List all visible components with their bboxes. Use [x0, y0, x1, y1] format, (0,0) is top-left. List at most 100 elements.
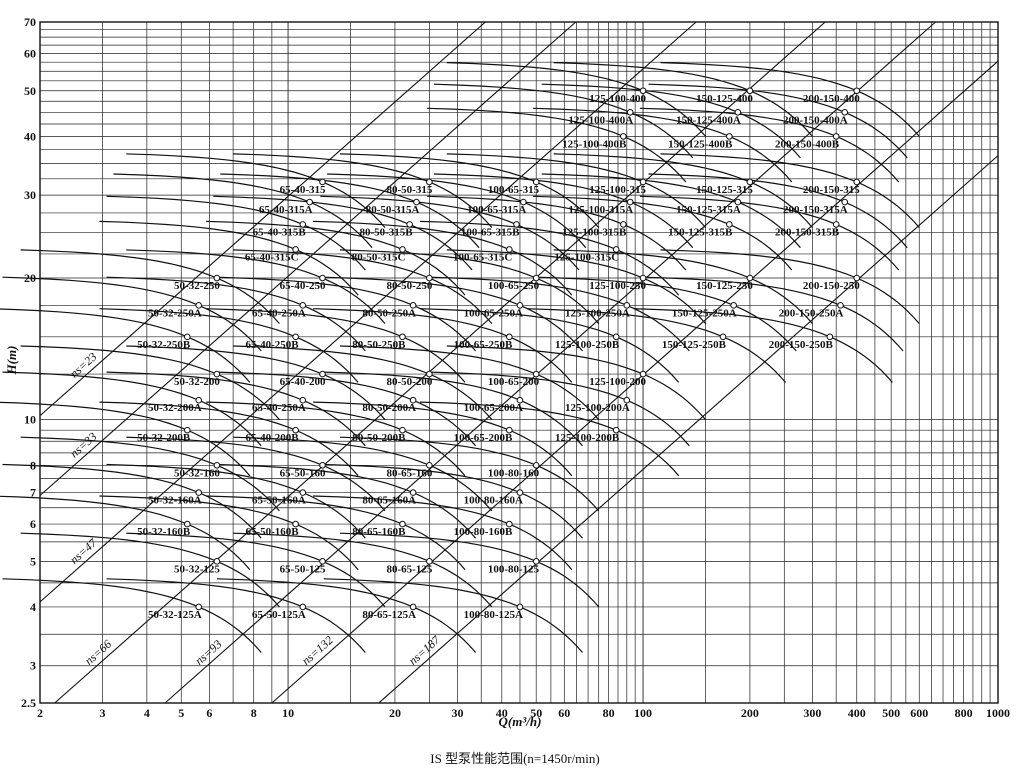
pump-model-label: 200-150-315 [803, 184, 860, 196]
performance-curve [446, 153, 707, 228]
pump-model-label: 80-65-160A [362, 495, 416, 507]
x-tick-label: 20 [389, 706, 401, 720]
y-tick-label: 30 [24, 188, 36, 202]
rated-point-marker [299, 396, 307, 404]
ns-line [378, 155, 999, 704]
performance-curve [206, 220, 466, 296]
performance-curve [446, 62, 707, 137]
pump-model-label: 50-32-200A [148, 402, 202, 414]
performance-curve [419, 220, 680, 296]
pump-model-label: 150-125-315 [696, 184, 753, 196]
performance-curve [633, 308, 893, 383]
pump-model-label: 100-65-250 [488, 280, 540, 292]
performance-curve [433, 173, 694, 249]
pump-model-label: 80-65-160B [352, 526, 406, 538]
pump-model-label: 100-80-160 [488, 467, 540, 479]
y-tick-label: 10 [24, 413, 36, 427]
rated-point-marker [299, 302, 307, 309]
x-tick-label: 5 [178, 706, 184, 720]
performance-curve [206, 401, 466, 477]
pump-model-label: 150-125-250A [672, 307, 737, 319]
rated-point-marker [612, 333, 620, 341]
performance-curve [126, 532, 386, 608]
performance-curve [106, 578, 366, 653]
rated-point-marker [506, 333, 513, 341]
rated-point-marker [195, 489, 203, 496]
pump-model-label: 80-50-315B [359, 226, 413, 238]
pump-model-label: 200-150-250 [803, 280, 860, 292]
pump-model-label: 150-125-315B [668, 226, 733, 238]
performance-curve [126, 249, 386, 324]
rated-point-marker [406, 221, 413, 228]
rated-point-marker [746, 274, 754, 282]
pump-model-label: 100-80-125 [488, 563, 540, 575]
pump-model-label: 80-50-250A [362, 307, 416, 319]
rated-point-marker [409, 396, 417, 404]
pump-model-label: 200-150-400B [775, 138, 840, 150]
pump-model-label: 50-32-125 [174, 563, 220, 575]
pump-model-label: 150-125-400 [696, 93, 753, 105]
pump-model-label: 50-32-200B [137, 432, 191, 444]
y-tick-label: 4 [30, 600, 36, 614]
performance-curve [660, 249, 920, 325]
performance-curve [644, 276, 904, 352]
performance-curve [446, 345, 707, 421]
performance-curve [220, 173, 480, 249]
performance-curve [106, 463, 366, 539]
performance-curve [537, 276, 797, 352]
performance-curve [99, 308, 359, 383]
pump-model-label: 200-150-315B [775, 226, 840, 238]
rated-point-marker [426, 178, 433, 186]
pump-model-label: 65-40-315 [280, 184, 326, 196]
pump-model-label: 50-32-250 [174, 280, 220, 292]
performance-curve [553, 249, 813, 324]
pump-model-label: 125-100-315C [554, 251, 619, 263]
ns-line [54, 21, 826, 704]
performance-curve [553, 153, 813, 228]
pump-model-label: 125-100-400A [568, 114, 633, 126]
performance-curve [427, 195, 687, 271]
rated-point-marker [853, 178, 861, 186]
rated-point-marker [319, 370, 326, 378]
rated-point-marker [746, 178, 754, 186]
pump-model-label: 65-40-250A [252, 402, 306, 414]
performance-curve [216, 578, 477, 653]
pump-model-label: 200-150-250A [779, 307, 844, 319]
rated-point-marker [319, 274, 326, 282]
x-tick-label: 6 [206, 706, 212, 720]
rated-point-marker [183, 520, 191, 528]
performance-curve [339, 345, 600, 421]
x-tick-label: 80 [603, 706, 615, 720]
rated-point-marker [409, 603, 417, 611]
rated-point-marker [623, 302, 631, 309]
pump-model-label: 50-32-160 [174, 467, 220, 479]
x-tick-label: 40 [496, 706, 508, 720]
rated-point-marker [532, 370, 540, 378]
y-tick-label: 7 [30, 486, 36, 500]
pump-model-label: 125-100-400B [562, 138, 627, 150]
performance-curve [126, 345, 386, 421]
pump-model-label: 125-100-200 [589, 376, 646, 388]
x-tick-label: 800 [955, 706, 973, 720]
pump-model-label: 100-65-315C [453, 251, 512, 263]
pump-model-label: 80-65-125 [387, 563, 433, 575]
performance-curve [419, 308, 680, 383]
rated-point-marker [626, 198, 634, 206]
pump-model-label: 65-40-250A [252, 307, 306, 319]
pump-model-label: 65-40-315C [245, 251, 299, 263]
pump-model-label: 65-40-315B [253, 226, 307, 238]
rated-point-marker [734, 108, 742, 116]
pump-model-label: 80-50-200A [362, 402, 416, 414]
rated-point-marker [426, 461, 433, 469]
x-tick-label: 500 [882, 706, 900, 720]
performance-curve [2, 463, 262, 539]
rated-point-marker [532, 461, 540, 469]
performance-curve [427, 107, 687, 183]
pump-model-label: 100-65-200A [464, 402, 523, 414]
pump-model-label: 65-50-160A [252, 495, 306, 507]
pump-model-label: 65-40-250B [245, 339, 299, 351]
x-tick-label: 400 [848, 706, 866, 720]
pump-model-label: 125-100-250 [589, 280, 646, 292]
rated-point-marker [195, 603, 203, 611]
